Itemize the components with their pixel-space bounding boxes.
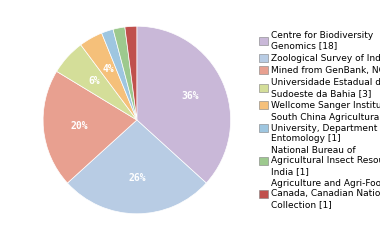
Wedge shape	[113, 27, 137, 120]
Text: 36%: 36%	[181, 91, 199, 102]
Wedge shape	[102, 29, 137, 120]
Wedge shape	[57, 45, 137, 120]
Text: 6%: 6%	[88, 76, 100, 86]
Wedge shape	[81, 33, 137, 120]
Wedge shape	[67, 120, 206, 214]
Text: 20%: 20%	[70, 120, 88, 131]
Text: 26%: 26%	[128, 173, 146, 183]
Legend: Centre for Biodiversity
Genomics [18], Zoological Survey of India [13], Mined fr: Centre for Biodiversity Genomics [18], Z…	[258, 31, 380, 209]
Wedge shape	[125, 26, 137, 120]
Wedge shape	[43, 71, 137, 183]
Text: 4%: 4%	[103, 64, 114, 74]
Wedge shape	[137, 26, 231, 183]
